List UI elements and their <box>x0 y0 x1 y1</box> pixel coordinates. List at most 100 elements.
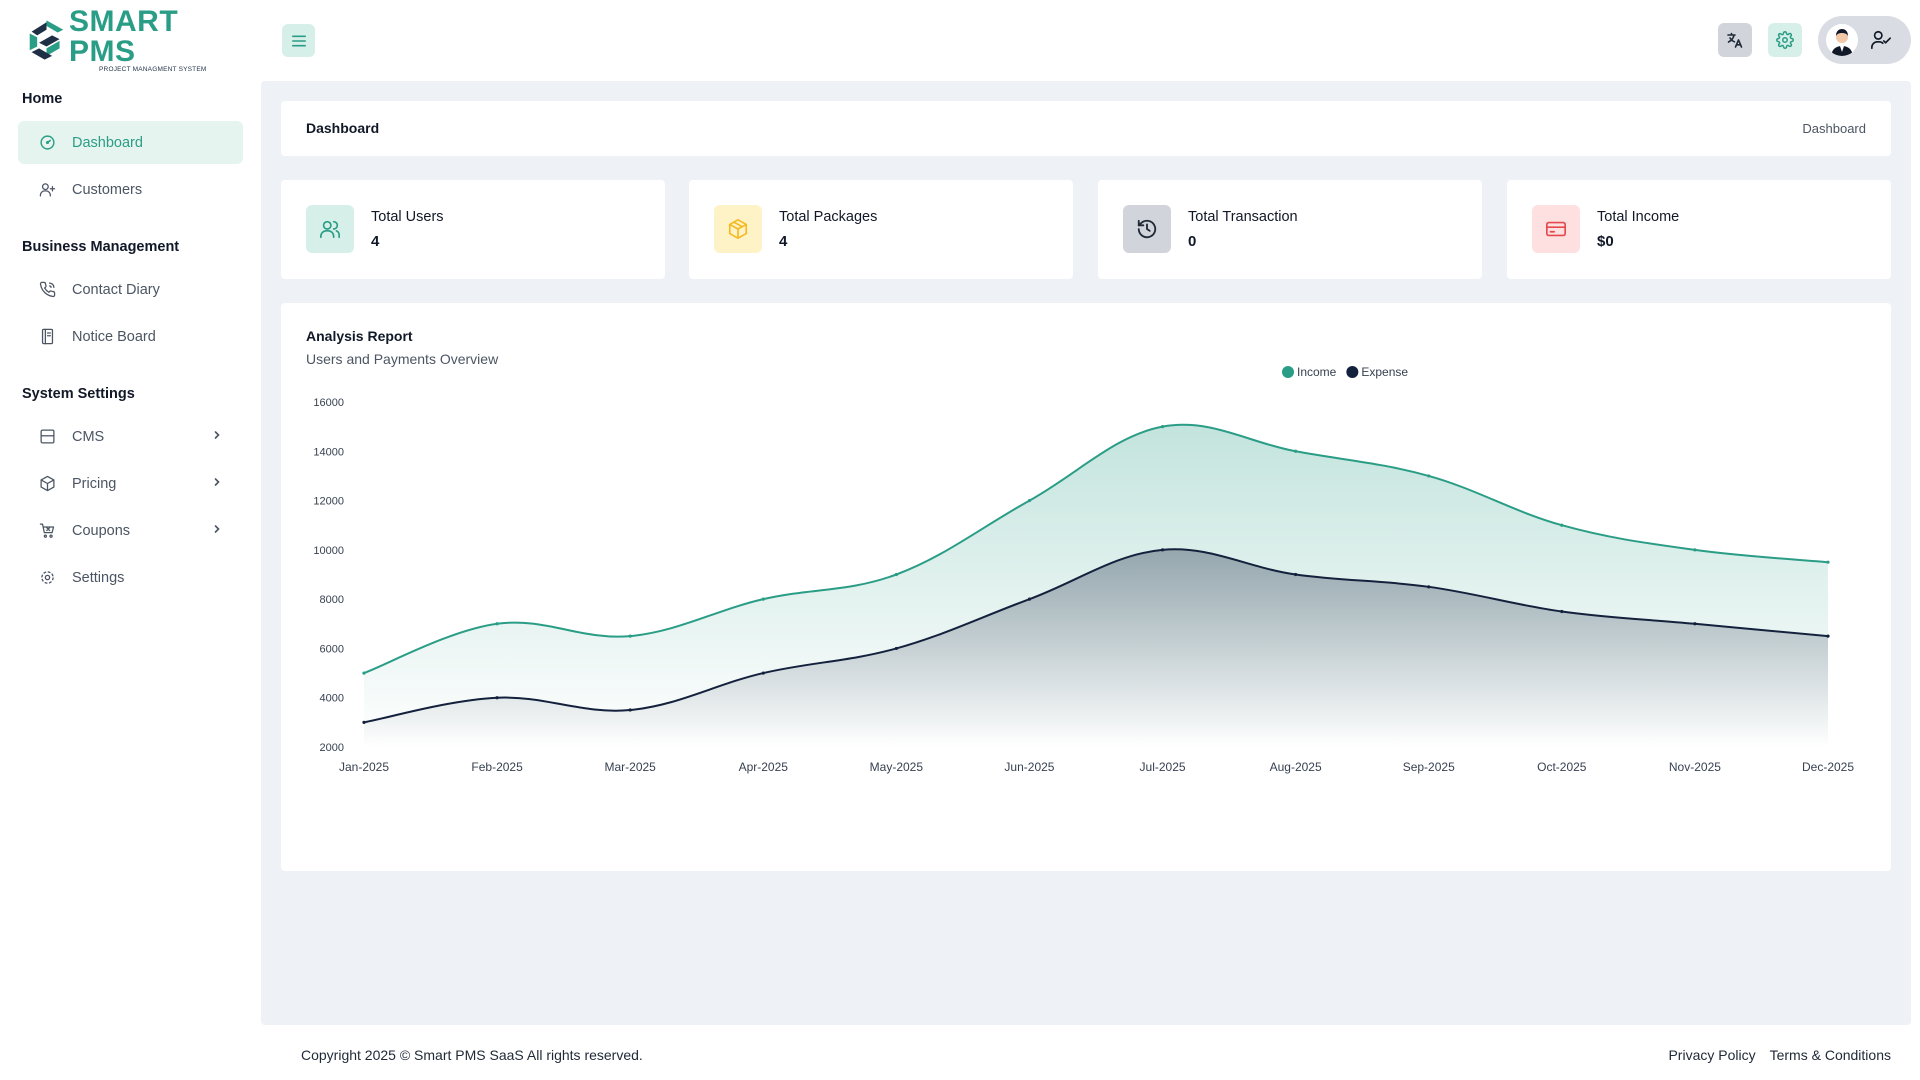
data-point <box>362 720 366 724</box>
y-tick-label: 12000 <box>313 496 344 508</box>
chart-title: Analysis Report <box>306 328 413 344</box>
stat-card-users: Total Users 4 <box>281 180 665 279</box>
footer-links: Privacy Policy Terms & Conditions <box>1668 1047 1891 1063</box>
legend-marker-expense <box>1346 366 1359 378</box>
legend-label: Expense <box>1361 365 1408 379</box>
sidebar-item-label: Pricing <box>72 475 117 492</box>
x-tick-label: Oct-2025 <box>1537 760 1587 774</box>
chevron-right-icon <box>214 431 220 439</box>
language-button[interactable] <box>1718 23 1752 57</box>
box-icon <box>38 475 56 493</box>
gauge-icon <box>38 134 56 152</box>
data-point <box>894 572 898 577</box>
top-bar: SMART PMS PROJECT MANAGMENT SYSTEM <box>0 0 1920 80</box>
data-point <box>761 671 765 675</box>
phone-icon <box>38 281 56 299</box>
stat-value: $0 <box>1597 233 1614 250</box>
footer-copyright: Copyright 2025 © Smart PMS SaaS All righ… <box>301 1047 643 1063</box>
stat-label: Total Packages <box>779 209 878 225</box>
data-point <box>1427 585 1431 589</box>
credit-card-icon <box>1532 205 1580 253</box>
sidebar-item-cms[interactable]: CMS <box>18 415 243 458</box>
layout-icon <box>38 428 56 446</box>
sidebar-item-contact-diary[interactable]: Contact Diary <box>18 268 243 311</box>
data-point <box>1027 498 1032 503</box>
chevron-right-icon <box>214 478 220 486</box>
x-tick-label: Feb-2025 <box>471 760 523 774</box>
data-point <box>1427 474 1431 478</box>
data-point <box>1027 597 1032 601</box>
translate-icon <box>1727 32 1743 48</box>
x-tick-label: Apr-2025 <box>739 760 789 774</box>
logo-mark-icon <box>29 20 64 60</box>
stat-value: 4 <box>371 233 380 250</box>
history-icon <box>1123 205 1171 253</box>
data-point <box>761 597 765 601</box>
stat-card-transactions: Total Transaction 0 <box>1098 180 1482 279</box>
data-point <box>1826 560 1830 564</box>
y-tick-label: 16000 <box>313 397 344 409</box>
notebook-icon <box>38 328 56 346</box>
data-point <box>628 708 632 712</box>
data-point <box>1560 523 1564 527</box>
sidebar-section-system: System Settings <box>22 386 135 402</box>
y-tick-label: 14000 <box>313 446 344 458</box>
sidebar-item-label: Settings <box>72 569 125 586</box>
brand-tagline: PROJECT MANAGMENT SYSTEM <box>99 66 207 73</box>
user-plus-icon <box>38 181 56 199</box>
sidebar-item-dashboard[interactable]: Dashboard <box>18 121 243 164</box>
menu-toggle-button[interactable] <box>282 24 315 57</box>
data-point <box>1693 622 1697 626</box>
x-tick-label: May-2025 <box>870 760 924 774</box>
series-line-income <box>363 423 1829 675</box>
data-point <box>362 671 366 675</box>
gear-icon <box>38 569 56 587</box>
sidebar-item-settings[interactable]: Settings <box>18 556 243 599</box>
profile-menu-button[interactable] <box>1818 16 1911 64</box>
breadcrumb[interactable]: Dashboard <box>1802 121 1866 136</box>
privacy-policy-link[interactable]: Privacy Policy <box>1668 1047 1756 1063</box>
stat-value: 4 <box>779 233 788 250</box>
stat-value: 0 <box>1188 233 1197 250</box>
sidebar-item-customers[interactable]: Customers <box>18 168 243 211</box>
sidebar-section-home: Home <box>22 91 63 107</box>
y-tick-label: 10000 <box>313 545 344 557</box>
settings-button[interactable] <box>1768 23 1802 57</box>
sidebar-item-coupons[interactable]: Coupons <box>18 509 243 552</box>
sidebar-item-notice-board[interactable]: Notice Board <box>18 315 243 358</box>
users-icon <box>306 205 354 253</box>
data-point <box>495 622 499 626</box>
y-tick-label: 2000 <box>320 742 344 754</box>
sidebar-section-business: Business Management <box>22 239 180 255</box>
terms-link[interactable]: Terms & Conditions <box>1769 1047 1891 1063</box>
chart-subtitle: Users and Payments Overview <box>306 351 499 367</box>
stat-label: Total Income <box>1597 209 1680 225</box>
hamburger-icon <box>291 35 306 46</box>
x-tick-label: Jun-2025 <box>1004 760 1054 774</box>
data-point <box>1294 572 1298 577</box>
x-tick-label: Jan-2025 <box>339 760 389 774</box>
data-point <box>495 696 499 700</box>
data-point <box>894 646 898 651</box>
analysis-report-card: Analysis Report Users and Payments Overv… <box>281 303 1891 871</box>
y-tick-label: 8000 <box>320 594 344 606</box>
y-tick-label: 4000 <box>320 693 344 705</box>
y-tick-label: 6000 <box>320 643 344 655</box>
sidebar-item-pricing[interactable]: Pricing <box>18 462 243 505</box>
brand-logo[interactable]: SMART PMS PROJECT MANAGMENT SYSTEM <box>26 7 241 73</box>
package-icon <box>714 205 762 253</box>
chevron-right-icon <box>214 525 220 533</box>
sidebar-item-label: Coupons <box>72 522 131 539</box>
main-content: Dashboard Dashboard Total Users 4 Total … <box>261 81 1911 1025</box>
stat-label: Total Transaction <box>1188 209 1298 225</box>
data-point <box>1560 609 1564 614</box>
sidebar-item-label: Dashboard <box>72 134 143 151</box>
data-point <box>1160 425 1165 429</box>
area-chart: 2000 4000 6000 8000 10000 12000 14000 16000 Jan-… <box>313 365 1854 774</box>
cart-icon <box>38 522 56 540</box>
x-tick-label: Aug-2025 <box>1270 760 1322 774</box>
brand-name: SMART PMS <box>69 5 179 68</box>
page-header: Dashboard Dashboard <box>281 101 1891 156</box>
data-point <box>1826 634 1830 638</box>
